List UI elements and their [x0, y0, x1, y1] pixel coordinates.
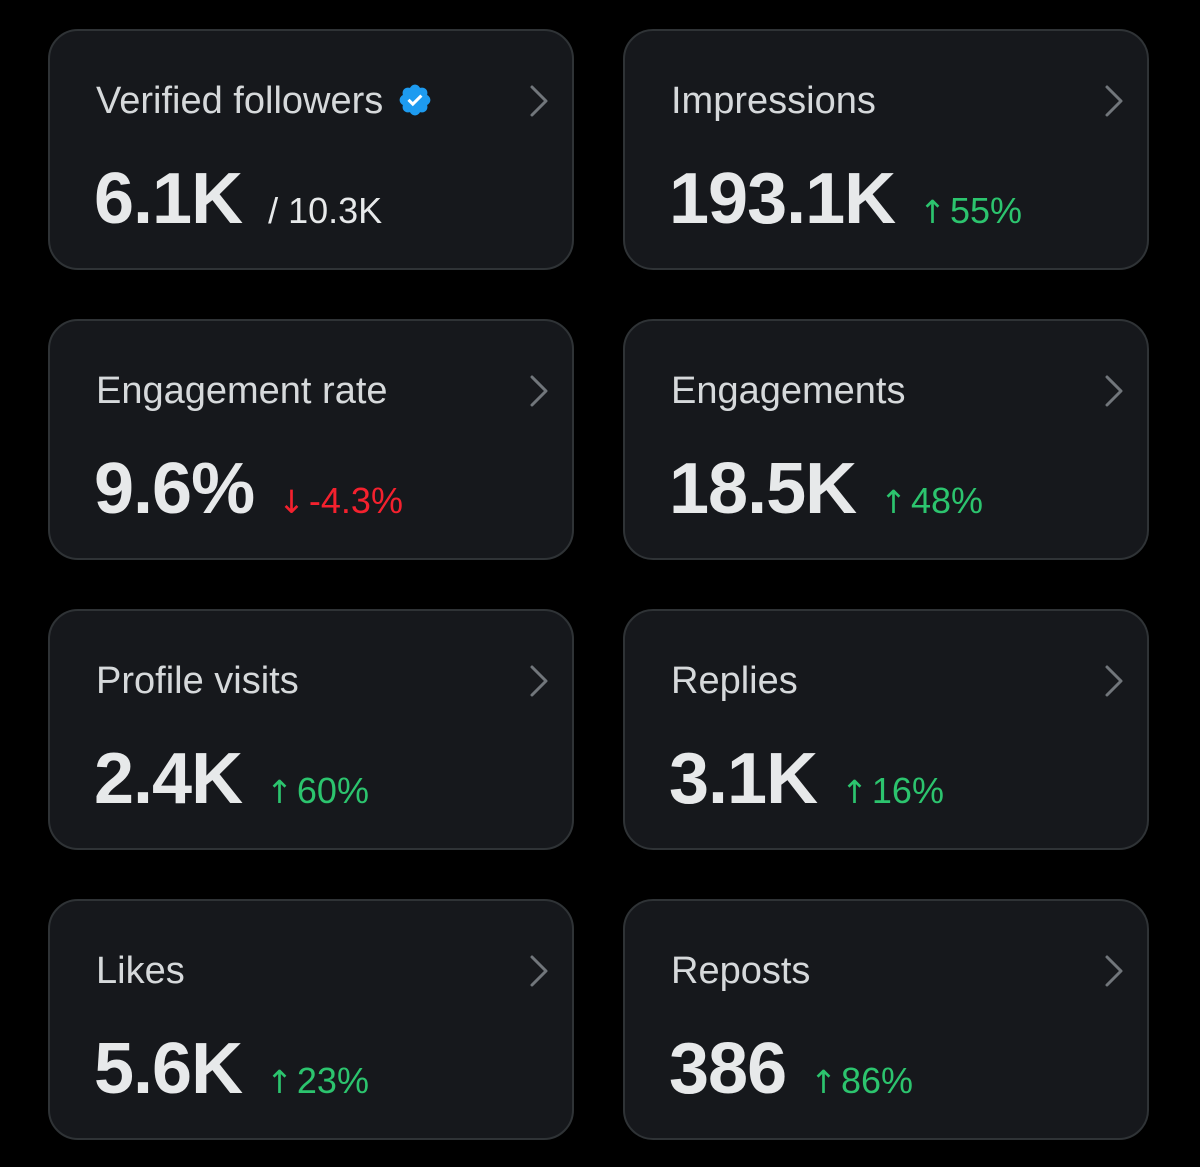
verified-badge-icon: [399, 84, 431, 116]
metric-value: 6.1K: [94, 159, 243, 239]
metric-row: 9.6% ↓ -4.3%: [94, 451, 403, 527]
chevron-right-icon: [1105, 375, 1123, 407]
metric-delta: ↑ 48%: [880, 480, 983, 522]
up-arrow-icon: ↑: [841, 773, 868, 811]
metric-value: 5.6K: [94, 1029, 243, 1109]
chevron-right-icon: [530, 85, 548, 117]
delta-text: 55%: [949, 190, 1023, 231]
card-title: Reposts: [671, 950, 811, 992]
card-title: Impressions: [671, 80, 876, 122]
metric-value: 3.1K: [669, 739, 818, 819]
card-engagement-rate[interactable]: Engagement rate 9.6% ↓ -4.3%: [48, 319, 574, 560]
up-arrow-icon: ↑: [810, 1063, 837, 1101]
metric-delta: ↑ 86%: [810, 1060, 913, 1102]
card-profile-visits[interactable]: Profile visits 2.4K ↑ 60%: [48, 609, 574, 850]
card-title: Replies: [671, 660, 798, 702]
metric-total: / 10.3K: [268, 190, 383, 231]
metric-row: 5.6K ↑ 23%: [94, 1031, 369, 1107]
delta-text: -4.3%: [308, 480, 403, 521]
metric-row: 2.4K ↑ 60%: [94, 741, 369, 817]
card-title-text: Verified followers: [96, 80, 384, 122]
metric-delta: ↑ 23%: [266, 1060, 369, 1102]
card-engagements[interactable]: Engagements 18.5K ↑ 48%: [623, 319, 1149, 560]
delta-text: 48%: [910, 480, 984, 521]
delta-text: 23%: [296, 1060, 369, 1101]
metric-row: 3.1K ↑ 16%: [669, 741, 944, 817]
up-arrow-icon: ↑: [266, 1063, 293, 1101]
metric-row: 193.1K ↑ 55%: [669, 161, 1022, 237]
card-title: Profile visits: [96, 660, 299, 702]
card-title: Engagements: [671, 370, 906, 412]
metric-delta: ↑ 60%: [266, 770, 369, 812]
up-arrow-icon: ↑: [919, 193, 946, 231]
card-title: Likes: [96, 950, 185, 992]
chevron-right-icon: [530, 665, 548, 697]
delta-text: 16%: [871, 770, 944, 811]
card-title: Engagement rate: [96, 370, 388, 412]
up-arrow-icon: ↑: [880, 483, 907, 521]
metric-value: 2.4K: [94, 739, 243, 819]
chevron-right-icon: [530, 955, 548, 987]
metric-value: 18.5K: [669, 449, 857, 529]
card-impressions[interactable]: Impressions 193.1K ↑ 55%: [623, 29, 1149, 270]
metric-delta: ↑ 16%: [841, 770, 944, 812]
delta-text: 86%: [840, 1060, 914, 1101]
card-title: Verified followers: [96, 79, 433, 123]
card-reposts[interactable]: Reposts 386 ↑ 86%: [623, 899, 1149, 1140]
metric-row: 386 ↑ 86%: [669, 1031, 913, 1107]
metric-row: 18.5K ↑ 48%: [669, 451, 983, 527]
chevron-right-icon: [1105, 85, 1123, 117]
chevron-right-icon: [1105, 955, 1123, 987]
card-likes[interactable]: Likes 5.6K ↑ 23%: [48, 899, 574, 1140]
metric-value: 386: [669, 1029, 787, 1109]
metric-value: 9.6%: [94, 449, 255, 529]
card-replies[interactable]: Replies 3.1K ↑ 16%: [623, 609, 1149, 850]
down-arrow-icon: ↓: [278, 483, 305, 521]
chevron-right-icon: [530, 375, 548, 407]
chevron-right-icon: [1105, 665, 1123, 697]
metric-value: 193.1K: [669, 159, 896, 239]
up-arrow-icon: ↑: [266, 773, 293, 811]
metric-row: 6.1K / 10.3K: [94, 161, 382, 237]
metric-delta: ↑ 55%: [919, 190, 1022, 232]
card-verified-followers[interactable]: Verified followers 6.1K / 10.3K: [48, 29, 574, 270]
metric-delta: ↓ -4.3%: [278, 480, 403, 522]
delta-text: 60%: [296, 770, 369, 811]
